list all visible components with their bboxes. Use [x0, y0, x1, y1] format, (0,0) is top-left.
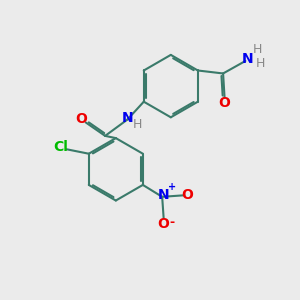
Text: O: O — [158, 217, 170, 231]
Text: H: H — [133, 118, 142, 131]
Text: H: H — [256, 57, 266, 70]
Text: O: O — [219, 96, 230, 110]
Text: N: N — [242, 52, 254, 66]
Text: N: N — [158, 188, 170, 202]
Text: N: N — [122, 111, 133, 125]
Text: O: O — [181, 188, 193, 202]
Text: Cl: Cl — [54, 140, 69, 154]
Text: H: H — [253, 43, 262, 56]
Text: +: + — [168, 182, 176, 192]
Text: -: - — [169, 216, 175, 229]
Text: O: O — [75, 112, 87, 126]
